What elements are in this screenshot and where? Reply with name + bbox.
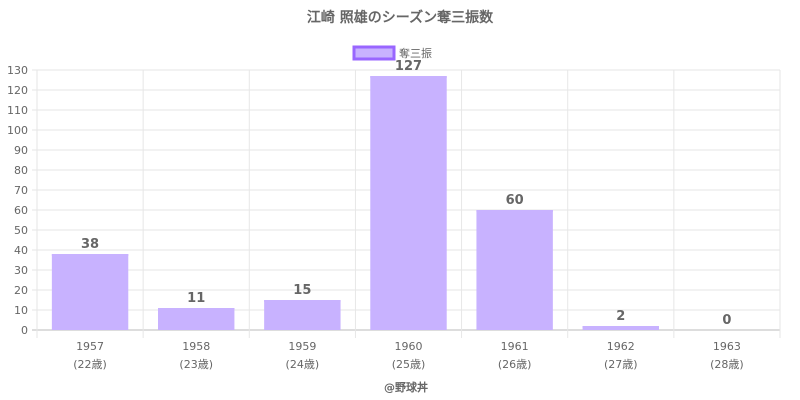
bar-value-label: 38 [81,237,99,252]
x-tick-label: 1963 [713,340,741,353]
x-tick-age-label: (22歳) [73,358,107,371]
y-tick-label: 110 [7,104,28,117]
x-tick-label: 1957 [76,340,104,353]
chart-title: 江崎 照雄のシーズン奪三振数 [307,9,494,26]
y-tick-label: 0 [21,324,28,337]
x-tick-age-label: (25歳) [392,358,426,371]
y-axis: 0 10 20 30 40 50 60 70 80 90 100 110 120 130 [7,64,28,337]
y-tick-label: 60 [14,204,28,217]
x-tick-label: 1962 [607,340,635,353]
y-tick-label: 130 [7,64,28,77]
bar-value-label: 0 [722,313,731,328]
bar [264,300,341,330]
bar-value-label: 11 [187,291,205,306]
y-tick-label: 90 [14,144,28,157]
bar [370,76,447,330]
bar [51,254,129,330]
y-tick-label: 10 [14,304,28,317]
x-tick-label: 1958 [182,340,210,353]
y-tick-label: 80 [14,164,28,177]
bar [476,210,553,330]
x-tick-label: 1961 [501,340,529,353]
bar-value-label: 127 [395,59,422,74]
x-tick-age-label: (26歳) [498,358,532,371]
x-tick-age-label: (24歳) [286,358,320,371]
y-tick-label: 50 [14,224,28,237]
bars [51,76,659,330]
bar-value-label: 2 [616,309,625,324]
value-labels: 38 11 15 127 60 2 0 [81,59,731,328]
source-credit: @野球丼 [384,380,428,394]
y-tick-label: 100 [7,124,28,137]
bar-value-label: 15 [293,283,311,298]
y-tick-label: 40 [14,244,28,257]
bar [158,308,235,330]
x-tick-label: 1960 [395,340,423,353]
x-axis: 1957 (22歳) 1958 (23歳) 1959 (24歳) 1960 (25歳) 1961… [73,340,743,371]
legend-swatch [352,45,396,61]
legend: 奪三振 [352,45,432,61]
x-tick-age-label: (28歳) [710,358,744,371]
legend-label: 奪三振 [399,46,432,60]
x-tick-age-label: (27歳) [604,358,638,371]
y-tick-label: 120 [7,84,28,97]
y-tick-label: 20 [14,284,28,297]
x-tick-label: 1959 [288,340,316,353]
y-tick-label: 70 [14,184,28,197]
y-tick-label: 30 [14,264,28,277]
bar-value-label: 60 [506,193,524,208]
x-tick-age-label: (23歳) [179,358,213,371]
